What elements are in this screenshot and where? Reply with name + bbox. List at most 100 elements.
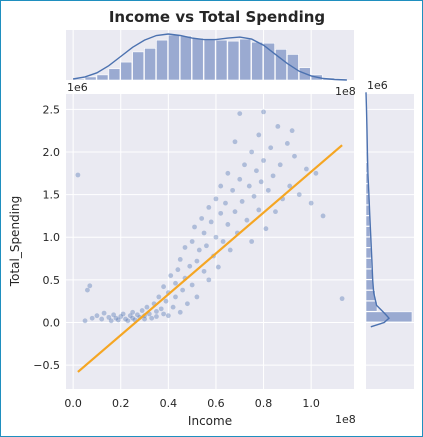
right-kde-curve bbox=[365, 92, 390, 328]
scatter-point-53 bbox=[192, 224, 197, 230]
x-tick-label-0: 0.0 bbox=[64, 397, 82, 410]
scatter-point-15 bbox=[123, 316, 128, 322]
scatter-point-49 bbox=[184, 301, 190, 307]
scatter-point-92 bbox=[261, 158, 266, 163]
top-histogram-bar-2 bbox=[96, 74, 109, 81]
scatter-point-21 bbox=[135, 312, 140, 318]
scatter-point-74 bbox=[227, 247, 233, 253]
top-histogram-bar-8 bbox=[168, 34, 180, 81]
x-tick-label-5: 1.0 bbox=[302, 397, 320, 410]
x-axis-label: Income bbox=[188, 414, 232, 428]
top-histogram-bar-4 bbox=[120, 61, 133, 81]
scatter-point-45 bbox=[177, 257, 183, 262]
scatter-point-68 bbox=[218, 210, 224, 216]
scatter-point-96 bbox=[268, 145, 274, 151]
y-tick-label-4: 1.5 bbox=[43, 189, 61, 202]
scatter-point-42 bbox=[173, 294, 178, 300]
scatter-point-72 bbox=[225, 222, 231, 227]
scatter-point-55 bbox=[194, 294, 200, 300]
scatter-point-48 bbox=[182, 245, 188, 250]
y-tick-label-2: 0.5 bbox=[43, 274, 61, 287]
y-tick-label-1: 0.0 bbox=[43, 316, 61, 329]
scatter-point-34 bbox=[161, 311, 166, 317]
y-tick-label-0: −0.5 bbox=[33, 359, 60, 372]
chart-title: Income vs Total Spending bbox=[109, 8, 325, 26]
scatter-point-46 bbox=[180, 287, 186, 293]
top-kde-curve bbox=[72, 33, 347, 81]
scatter-point-89 bbox=[256, 207, 262, 213]
right-histogram-bar-4 bbox=[365, 268, 373, 280]
scatter-point-80 bbox=[237, 111, 243, 117]
y-tick-label-5: 2.0 bbox=[43, 146, 61, 159]
scatter-point-102 bbox=[284, 141, 290, 146]
top-histogram-bar-9 bbox=[179, 35, 192, 81]
scatter-point-56 bbox=[196, 247, 202, 253]
scatter-points bbox=[75, 109, 345, 324]
scatter-point-86 bbox=[249, 239, 255, 244]
scatter-point-28 bbox=[149, 315, 155, 321]
regression-line-group bbox=[77, 144, 343, 373]
scatter-point-81 bbox=[239, 199, 245, 204]
y-axis-label: Total_Spending bbox=[8, 196, 22, 287]
marginal-y-offset-label: 1e6 bbox=[67, 81, 88, 94]
right-marginal-offset-label: 1e6 bbox=[367, 79, 388, 92]
scatter-point-65 bbox=[213, 196, 219, 202]
scatter-point-19 bbox=[130, 315, 136, 321]
scatter-point-57 bbox=[199, 216, 205, 221]
scatter-point-8 bbox=[106, 314, 112, 320]
scatter-point-90 bbox=[256, 132, 262, 138]
scatter-point-105 bbox=[292, 153, 297, 159]
scatter-point-23 bbox=[139, 308, 145, 313]
scatter-point-108 bbox=[308, 200, 314, 206]
scatter-point-85 bbox=[249, 149, 255, 155]
scatter-point-36 bbox=[163, 298, 169, 304]
right-histogram-bar-7 bbox=[365, 236, 371, 248]
top-histogram-bar-7 bbox=[156, 39, 168, 81]
scatter-point-37 bbox=[165, 313, 171, 319]
top-histogram-bar-13 bbox=[227, 40, 240, 81]
scatter-point-12 bbox=[115, 317, 121, 323]
scatter-point-77 bbox=[232, 139, 238, 145]
scatter-point-10 bbox=[111, 312, 117, 318]
top-histogram-bar-3 bbox=[108, 68, 121, 81]
top-histogram-bar-1 bbox=[84, 76, 97, 81]
top-histogram-bar-14 bbox=[239, 38, 252, 81]
regression-line bbox=[77, 144, 343, 373]
scatter-point-7 bbox=[101, 310, 107, 316]
top-histogram-bar-5 bbox=[132, 51, 145, 81]
scatter-point-40 bbox=[170, 304, 176, 310]
scatter-point-41 bbox=[173, 280, 178, 286]
scatter-point-69 bbox=[218, 183, 224, 189]
scatter-point-107 bbox=[303, 166, 309, 172]
top-histogram-bar-15 bbox=[251, 41, 264, 81]
scatter-point-2 bbox=[85, 287, 90, 293]
scatter-point-95 bbox=[265, 187, 271, 193]
scatter-point-76 bbox=[232, 209, 238, 215]
scatter-point-11 bbox=[113, 315, 119, 321]
scatter-point-16 bbox=[125, 318, 131, 324]
scatter-point-87 bbox=[251, 193, 257, 199]
scatter-point-44 bbox=[177, 309, 183, 315]
scatter-point-67 bbox=[215, 264, 221, 270]
right-marginal-histogram bbox=[365, 92, 413, 328]
scatter-point-50 bbox=[187, 263, 193, 269]
top-histogram-bar-12 bbox=[215, 39, 228, 81]
top-histogram-bar-16 bbox=[263, 42, 275, 81]
x-tick-label-2: 0.4 bbox=[160, 397, 178, 410]
scatter-point-1 bbox=[82, 318, 88, 324]
right-histogram-bar-0 bbox=[365, 311, 413, 323]
right-histogram-bar-8 bbox=[365, 226, 371, 237]
scatter-point-33 bbox=[158, 306, 164, 312]
scatter-point-35 bbox=[161, 284, 166, 290]
scatter-point-59 bbox=[201, 230, 207, 236]
top-histogram-bar-10 bbox=[191, 37, 204, 81]
scatter-point-111 bbox=[339, 296, 345, 302]
scatter-point-93 bbox=[261, 109, 266, 115]
scatter-point-70 bbox=[220, 239, 226, 244]
top-histogram-bar-0 bbox=[72, 78, 85, 81]
scatter-point-103 bbox=[287, 183, 293, 189]
scatter-point-3 bbox=[87, 283, 93, 289]
scatter-point-31 bbox=[154, 314, 159, 319]
